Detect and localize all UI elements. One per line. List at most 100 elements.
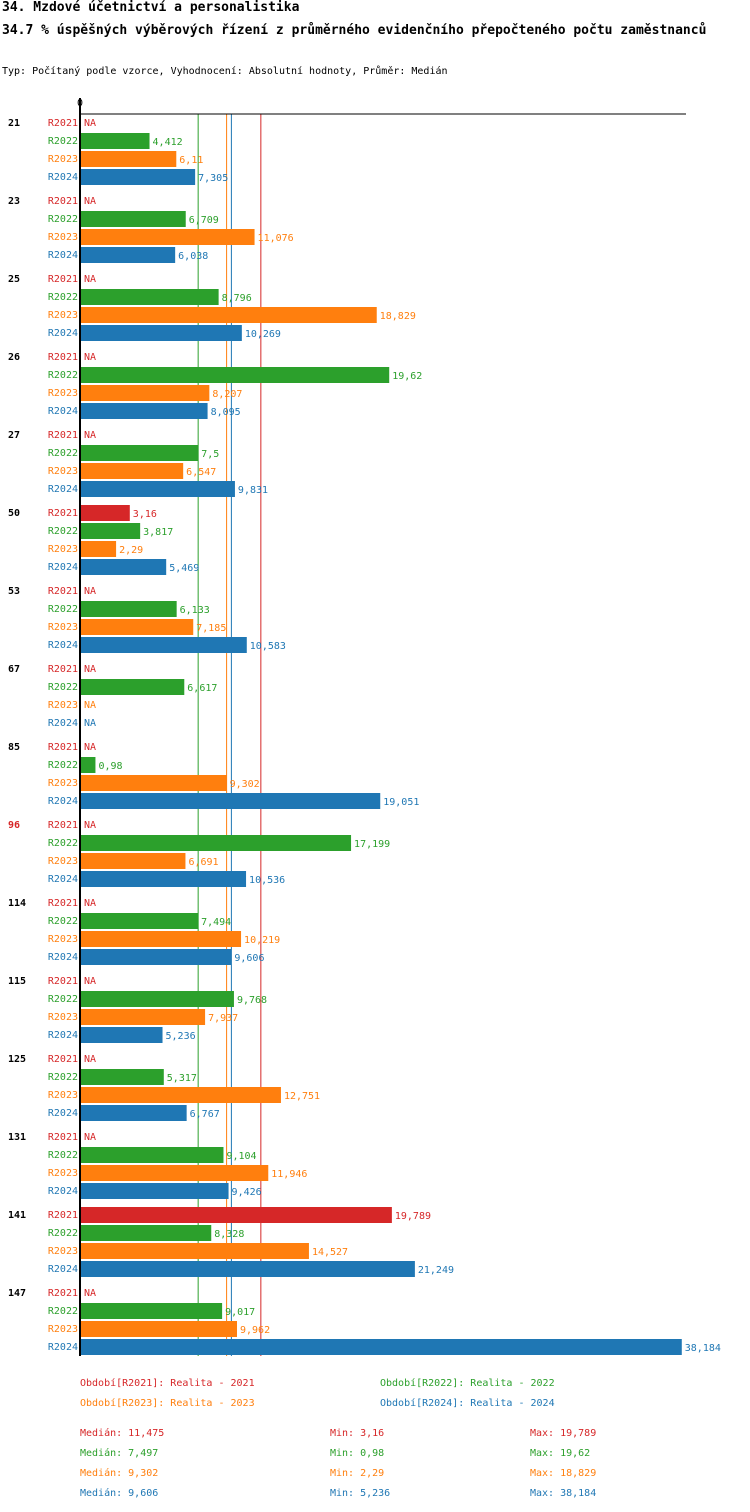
series-label: R2024 <box>48 1264 78 1275</box>
series-label: R2024 <box>48 562 78 573</box>
series-label: R2023 <box>48 1168 78 1179</box>
bar-R2023 <box>80 463 184 479</box>
bar-R2024 <box>80 871 247 887</box>
series-label: R2021 <box>48 430 78 441</box>
bar-R2022 <box>80 1147 224 1163</box>
series-label: R2024 <box>48 250 78 261</box>
group-label: 85 <box>8 742 20 753</box>
series-label: R2023 <box>48 232 78 243</box>
bar-R2023 <box>80 307 377 323</box>
series-label: R2024 <box>48 1030 78 1041</box>
legend-item-R2022: Období[R2022]: Realita - 2022 <box>380 1378 555 1389</box>
bar-R2022 <box>80 1069 164 1085</box>
value-label: 7,305 <box>198 173 228 184</box>
bar-R2022 <box>80 757 96 773</box>
value-label: 14,527 <box>312 1247 348 1258</box>
bar-R2024 <box>80 1183 229 1199</box>
stat-median-R2021: Medián: 11,475 <box>80 1428 165 1439</box>
stat-median-R2023: Medián: 9,302 <box>80 1468 159 1479</box>
na-label: NA <box>84 274 96 285</box>
value-label: 9,606 <box>234 953 264 964</box>
value-label: 5,236 <box>166 1031 196 1042</box>
series-label: R2021 <box>48 196 78 207</box>
series-label: R2021 <box>48 1210 78 1221</box>
bar-R2022 <box>80 367 390 383</box>
value-label: 9,104 <box>226 1151 256 1162</box>
series-label: R2022 <box>48 1150 78 1161</box>
na-label: NA <box>84 742 96 753</box>
bar-R2024 <box>80 1027 163 1043</box>
bar-R2023 <box>80 1165 269 1181</box>
value-label: 8,095 <box>211 407 241 418</box>
value-label: 0,98 <box>98 761 122 772</box>
value-label: 9,768 <box>237 995 267 1006</box>
value-label: 3,817 <box>143 527 173 538</box>
bar-R2021 <box>80 1207 392 1223</box>
value-label: 4,412 <box>153 137 183 148</box>
group-label: 125 <box>8 1054 26 1065</box>
value-label: 6,709 <box>189 215 219 226</box>
series-label: R2023 <box>48 934 78 945</box>
series-label: R2023 <box>48 622 78 633</box>
value-label: 5,469 <box>169 563 199 574</box>
bar-R2024 <box>80 559 167 575</box>
value-label: 8,207 <box>212 389 242 400</box>
series-label: R2021 <box>48 1288 78 1299</box>
bar-R2024 <box>80 1339 682 1355</box>
stat-min-R2023: Min: 2,29 <box>330 1468 385 1479</box>
value-label: 9,017 <box>225 1307 255 1318</box>
group-label: 114 <box>8 898 26 909</box>
legend-item-R2024: Období[R2024]: Realita - 2024 <box>380 1398 555 1409</box>
bar-R2023 <box>80 931 242 947</box>
stat-min-R2021: Min: 3,16 <box>330 1428 385 1439</box>
stat-max-R2024: Max: 38,184 <box>530 1488 597 1499</box>
bar-R2022 <box>80 601 177 617</box>
series-label: R2021 <box>48 586 78 597</box>
bar-R2023 <box>80 229 255 245</box>
stat-median-R2022: Medián: 7,497 <box>80 1448 159 1459</box>
value-label: 2,29 <box>119 545 143 556</box>
bar-R2021 <box>80 505 130 521</box>
value-label: 10,536 <box>249 875 285 886</box>
bar-R2024 <box>80 637 247 653</box>
bar-R2023 <box>80 541 117 557</box>
stat-max-R2022: Max: 19,62 <box>530 1448 591 1459</box>
value-label: 12,751 <box>284 1091 320 1102</box>
bar-R2024 <box>80 403 208 419</box>
value-label: 6,767 <box>190 1109 220 1120</box>
stat-max-R2023: Max: 18,829 <box>530 1468 597 1479</box>
bar-R2023 <box>80 1243 309 1259</box>
series-label: R2021 <box>48 1054 78 1065</box>
series-label: R2021 <box>48 274 78 285</box>
series-label: R2021 <box>48 1132 78 1143</box>
na-label: NA <box>84 820 96 831</box>
bar-R2023 <box>80 1087 281 1103</box>
bar-R2022 <box>80 679 185 695</box>
series-label: R2023 <box>48 778 78 789</box>
bar-R2022 <box>80 991 234 1007</box>
bar-R2024 <box>80 949 232 965</box>
series-label: R2022 <box>48 526 78 537</box>
series-label: R2023 <box>48 388 78 399</box>
bar-R2022 <box>80 289 219 305</box>
series-label: R2024 <box>48 484 78 495</box>
series-label: R2023 <box>48 1090 78 1101</box>
series-label: R2022 <box>48 838 78 849</box>
value-label: 6,547 <box>186 467 216 478</box>
bar-R2022 <box>80 1303 223 1319</box>
series-label: R2024 <box>48 952 78 963</box>
na-label: NA <box>84 196 96 207</box>
series-label: R2021 <box>48 352 78 363</box>
na-label: NA <box>84 352 96 363</box>
series-label: R2023 <box>48 154 78 165</box>
na-label: NA <box>84 898 96 909</box>
value-label: 7,5 <box>201 449 219 460</box>
value-label: 9,831 <box>238 485 268 496</box>
series-label: R2022 <box>48 292 78 303</box>
value-label: 6,038 <box>178 251 208 262</box>
chart-title: 34. Mzdové účetnictví a personalistika <box>2 0 300 15</box>
series-label: R2022 <box>48 760 78 771</box>
series-label: R2021 <box>48 118 78 129</box>
series-label: R2021 <box>48 664 78 675</box>
series-label: R2021 <box>48 508 78 519</box>
